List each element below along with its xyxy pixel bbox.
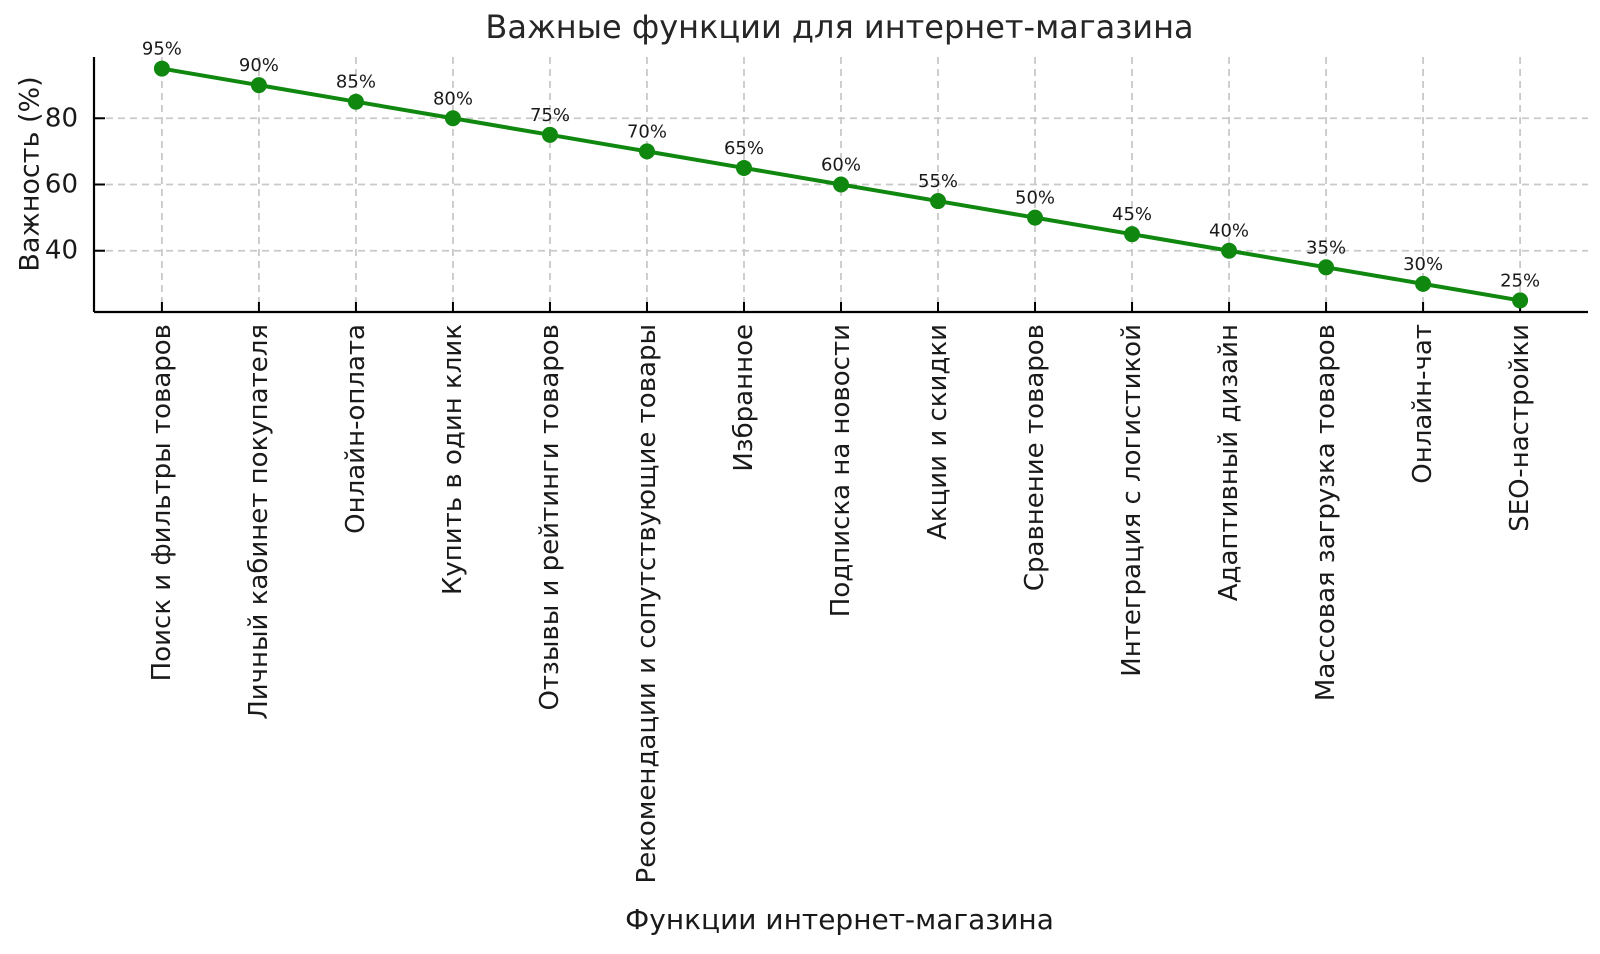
data-point — [1124, 226, 1141, 243]
x-category-label: Массовая загрузка товаров — [1311, 324, 1341, 701]
x-category-label: Сравнение товаров — [1020, 324, 1050, 591]
data-point — [638, 143, 655, 160]
x-category-label: Личный кабинет покупателя — [244, 324, 274, 720]
x-axis-label: Функции интернет-магазина — [625, 903, 1054, 936]
data-point — [1318, 259, 1335, 276]
point-value-label: 45% — [1112, 204, 1152, 225]
point-value-label: 30% — [1403, 254, 1443, 275]
point-value-label: 70% — [627, 121, 667, 142]
data-point — [1415, 275, 1432, 292]
point-value-label: 55% — [918, 171, 958, 192]
point-value-label: 80% — [433, 88, 473, 109]
x-category-label: Онлайн-оплата — [341, 324, 371, 534]
x-category-label: Поиск и фильтры товаров — [147, 324, 177, 681]
point-value-label: 25% — [1500, 270, 1540, 291]
data-point — [833, 176, 849, 193]
x-category-label: Рекомендации и сопутствующие товары — [632, 324, 662, 883]
point-value-label: 85% — [336, 72, 376, 93]
x-category-label: Интеграция с логистикой — [1117, 324, 1147, 677]
data-point — [1221, 242, 1238, 259]
point-value-label: 95% — [142, 39, 182, 60]
y-tick-label: 40 — [45, 236, 78, 266]
point-value-label: 35% — [1306, 237, 1346, 258]
y-tick-label: 60 — [45, 170, 78, 200]
data-point — [541, 126, 558, 143]
point-value-label: 60% — [821, 155, 861, 176]
x-category-label: Акции и скидки — [923, 324, 953, 540]
data-point — [1512, 292, 1529, 309]
point-value-label: 40% — [1209, 221, 1249, 242]
y-axis-label: Важность (%) — [14, 76, 46, 272]
chart-title: Важные функции для интернет-магазина — [485, 8, 1194, 46]
data-point — [347, 93, 364, 110]
point-value-label: 65% — [724, 138, 764, 159]
x-category-label: Избранное — [729, 324, 759, 472]
data-point — [153, 60, 170, 77]
x-category-label: Купить в один клик — [438, 324, 468, 595]
data-point — [1027, 209, 1044, 226]
y-tick-label: 80 — [45, 103, 78, 133]
data-point — [735, 159, 752, 176]
x-category-label: SEO-настройки — [1505, 324, 1535, 532]
x-category-label: Отзывы и рейтинги товаров — [535, 324, 565, 711]
data-point — [250, 77, 267, 94]
data-point — [444, 110, 461, 127]
point-value-label: 50% — [1015, 188, 1055, 209]
data-point — [930, 193, 947, 210]
x-category-label: Подписка на новости — [826, 324, 856, 617]
point-value-label: 75% — [530, 105, 570, 126]
x-category-label: Адаптивный дизайн — [1214, 324, 1244, 601]
x-category-label: Онлайн-чат — [1408, 324, 1438, 484]
point-value-label: 90% — [239, 55, 279, 76]
